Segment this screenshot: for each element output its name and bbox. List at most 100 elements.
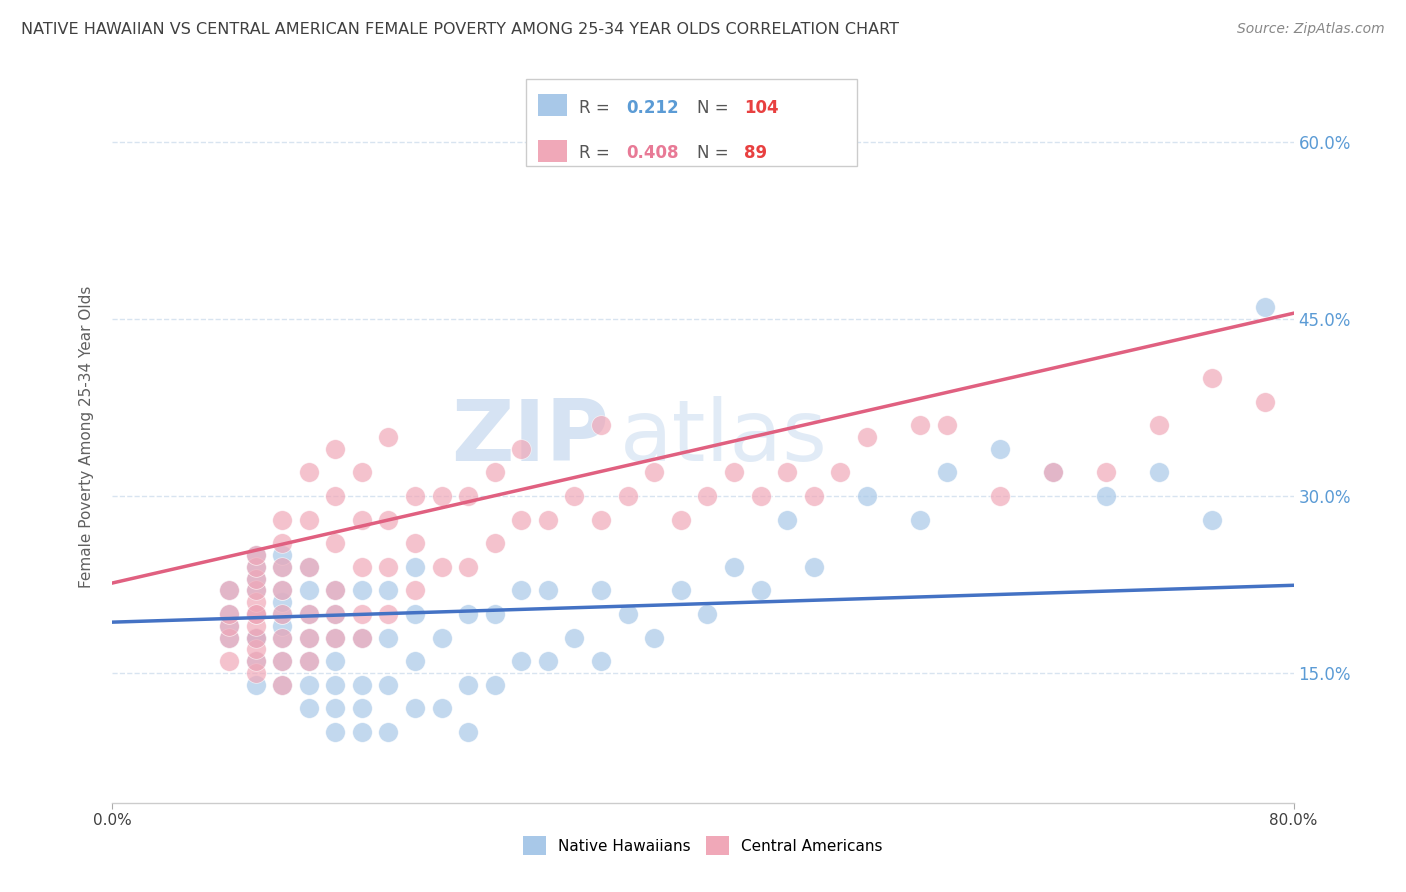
Text: 0.408: 0.408: [626, 145, 679, 162]
Point: [1046, 466, 1069, 480]
Point: [1223, 324, 1246, 338]
Point: [131, 678, 153, 692]
Point: [131, 607, 153, 621]
Point: [174, 489, 197, 503]
Point: [662, 371, 685, 385]
Point: [205, 559, 228, 574]
Point: [219, 536, 242, 550]
Point: [160, 654, 183, 668]
Point: [160, 513, 183, 527]
Point: [396, 559, 419, 574]
Point: [574, 466, 596, 480]
Point: [174, 442, 197, 456]
Point: [219, 607, 242, 621]
Point: [174, 631, 197, 645]
Point: [160, 583, 183, 598]
Point: [131, 654, 153, 668]
Point: [174, 607, 197, 621]
Point: [146, 607, 169, 621]
Point: [190, 725, 212, 739]
Text: N =: N =: [697, 99, 728, 117]
Point: [190, 559, 212, 574]
Point: [131, 583, 153, 598]
Point: [131, 631, 153, 645]
Point: [352, 631, 374, 645]
Point: [117, 619, 138, 633]
Point: [426, 466, 449, 480]
Point: [810, 489, 832, 503]
Point: [146, 548, 169, 562]
Point: [205, 430, 228, 444]
Point: [219, 654, 242, 668]
Point: [337, 607, 360, 621]
Point: [987, 536, 1010, 550]
FancyBboxPatch shape: [537, 140, 567, 162]
Text: Source: ZipAtlas.com: Source: ZipAtlas.com: [1237, 22, 1385, 37]
Text: 89: 89: [744, 145, 768, 162]
Point: [751, 347, 773, 361]
Point: [1105, 394, 1128, 409]
Point: [323, 654, 346, 668]
Point: [190, 466, 212, 480]
Point: [131, 607, 153, 621]
Point: [219, 583, 242, 598]
Point: [249, 678, 271, 692]
Point: [146, 607, 169, 621]
Point: [456, 466, 478, 480]
Point: [1268, 748, 1291, 763]
Point: [219, 559, 242, 574]
Text: ZIP: ZIP: [451, 395, 609, 479]
Point: [411, 489, 433, 503]
Point: [117, 583, 138, 598]
Text: atlas: atlas: [620, 395, 828, 479]
Point: [367, 583, 389, 598]
Point: [190, 513, 212, 527]
Point: [131, 654, 153, 668]
Point: [1105, 607, 1128, 621]
Point: [146, 678, 169, 692]
Point: [780, 513, 803, 527]
Point: [515, 418, 537, 433]
Point: [117, 631, 138, 645]
Y-axis label: Female Poverty Among 25-34 Year Olds: Female Poverty Among 25-34 Year Olds: [79, 286, 94, 588]
Point: [337, 489, 360, 503]
Text: R =: R =: [579, 145, 614, 162]
Point: [146, 654, 169, 668]
Text: NATIVE HAWAIIAN VS CENTRAL AMERICAN FEMALE POVERTY AMONG 25-34 YEAR OLDS CORRELA: NATIVE HAWAIIAN VS CENTRAL AMERICAN FEMA…: [21, 22, 898, 37]
Point: [1253, 725, 1275, 739]
Point: [146, 559, 169, 574]
Point: [160, 559, 183, 574]
Point: [160, 607, 183, 621]
Point: [470, 489, 494, 503]
Point: [131, 572, 153, 586]
Point: [721, 489, 744, 503]
Point: [411, 583, 433, 598]
Point: [249, 725, 271, 739]
Point: [131, 631, 153, 645]
Point: [264, 607, 287, 621]
Point: [131, 595, 153, 609]
Point: [501, 418, 523, 433]
Point: [292, 654, 315, 668]
Point: [131, 548, 153, 562]
Point: [839, 583, 862, 598]
Point: [470, 430, 494, 444]
Point: [382, 607, 405, 621]
Point: [146, 619, 169, 633]
Point: [131, 559, 153, 574]
Point: [131, 607, 153, 621]
Point: [869, 536, 891, 550]
Point: [160, 654, 183, 668]
Point: [352, 466, 374, 480]
Point: [796, 324, 818, 338]
Point: [1268, 760, 1291, 774]
Point: [146, 654, 169, 668]
Point: [131, 559, 153, 574]
Point: [131, 572, 153, 586]
Point: [219, 701, 242, 715]
Point: [233, 489, 256, 503]
Point: [160, 466, 183, 480]
Point: [928, 559, 950, 574]
Point: [1268, 536, 1291, 550]
Point: [662, 513, 685, 527]
